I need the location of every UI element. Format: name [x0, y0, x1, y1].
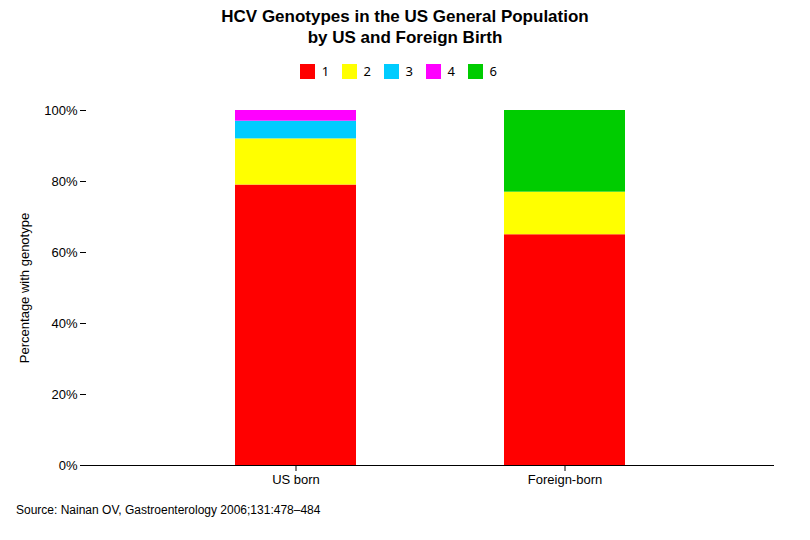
svg-text:Percentage with genotype: Percentage with genotype: [17, 213, 32, 363]
html-text:HCV Genotypes in the US Genera: HCV Genotypes in the US General Populati…: [221, 7, 589, 48]
svg-text:40%: 40%: [51, 316, 77, 331]
svg-text:US born: US born: [272, 472, 320, 487]
svg-text:100%: 100%: [44, 103, 78, 118]
svg-text:60%: 60%: [51, 245, 77, 260]
html-text:4: 4: [447, 62, 455, 80]
html-text:6: 6: [489, 62, 497, 80]
html-text:3: 3: [405, 62, 413, 80]
html-text:2: 2: [363, 62, 371, 80]
html-text:Source: Nainan OV, Gastroenter: Source: Nainan OV, Gastroenterology 2006…: [16, 503, 321, 517]
html-text:1: 1: [321, 62, 330, 80]
svg-text:0%: 0%: [59, 458, 78, 473]
svg-text:20%: 20%: [51, 387, 77, 402]
svg-text:80%: 80%: [51, 174, 77, 189]
svg-text:Foreign-born: Foreign-born: [528, 472, 602, 487]
